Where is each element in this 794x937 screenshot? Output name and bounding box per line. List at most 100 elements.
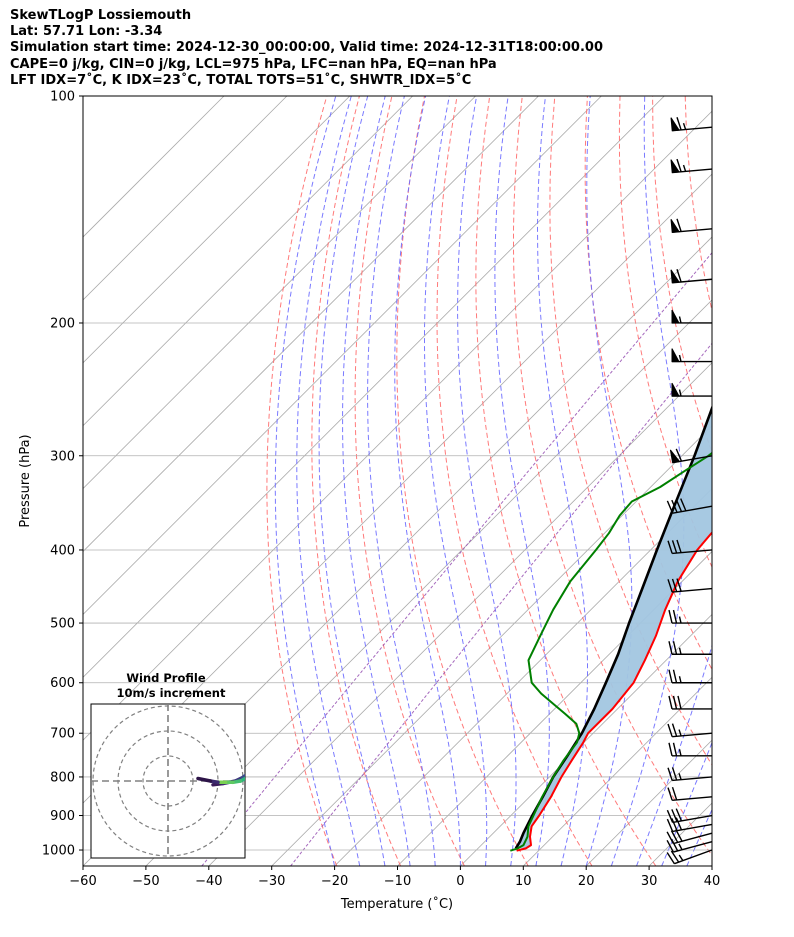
barb-pennant <box>671 309 680 324</box>
moist-adiabat <box>536 96 588 866</box>
barb-staff <box>672 776 713 782</box>
y-tick-label: 800 <box>50 770 75 785</box>
hodograph-segment <box>196 776 213 783</box>
barb-pennant <box>670 219 680 233</box>
wind-barb <box>667 786 713 801</box>
dry-adiabat <box>652 96 712 454</box>
moist-adiabat <box>661 741 712 866</box>
moist-adiabat <box>424 96 488 866</box>
isotherm <box>83 96 602 615</box>
y-tick-label: 400 <box>50 543 75 558</box>
barb-feather <box>677 695 682 710</box>
isotherm <box>208 362 712 866</box>
barb-feather <box>667 787 673 801</box>
barb-staff <box>672 796 713 801</box>
moist-adiabat <box>610 96 685 866</box>
dry-adiabat <box>475 96 657 866</box>
barb-feather <box>667 723 673 737</box>
x-tick-label: −30 <box>258 874 285 889</box>
isotherm <box>271 425 712 866</box>
barb-feather <box>671 767 678 781</box>
moist-adiabat <box>367 96 436 866</box>
wind-barb <box>667 723 713 738</box>
isotherm <box>83 110 712 741</box>
chart-times: Simulation start time: 2024-12-30_00:00:… <box>10 40 603 55</box>
moist-adiabat <box>494 96 550 866</box>
wind-barb <box>668 742 712 757</box>
x-tick-label: 40 <box>704 874 721 889</box>
barb-pennant <box>669 449 681 464</box>
cin-fill-area <box>515 408 712 849</box>
isotherm <box>83 96 351 364</box>
barb-feather <box>667 579 673 593</box>
barb-half-feather <box>678 843 683 851</box>
barb-half-feather <box>678 676 682 683</box>
y-tick-label: 500 <box>50 617 75 632</box>
barb-staff <box>674 849 713 865</box>
barb-feather <box>672 669 678 683</box>
barb-staff <box>672 814 713 824</box>
isotherm <box>83 96 539 553</box>
barb-feather <box>676 117 682 131</box>
barb-half-feather <box>678 316 682 324</box>
isotherm <box>145 299 712 866</box>
x-tick-label: 20 <box>578 874 595 889</box>
mixing-ratio-line <box>290 342 712 866</box>
barb-half-feather <box>678 773 682 780</box>
barb-feather <box>671 809 678 822</box>
moist-adiabat <box>585 96 633 866</box>
wind-barb <box>667 539 713 555</box>
wind-barb <box>666 817 713 833</box>
barb-pennant <box>670 159 680 174</box>
barb-pennant <box>671 348 680 363</box>
axes: −60 −50 −40 −30 −20 −10 0 10 20 30 40 1000 900 800 700… <box>42 90 720 890</box>
wind-barb <box>668 695 712 710</box>
barb-staff <box>672 732 713 738</box>
chart-indices-cape: CAPE=0 j/kg, CIN=0 j/kg, LCL=975 hPa, LF… <box>10 57 497 72</box>
barb-staff <box>673 841 713 853</box>
wind-barb <box>669 448 713 464</box>
hodograph-plot <box>91 704 245 858</box>
isotherm <box>460 613 712 866</box>
wind-barb <box>668 641 712 655</box>
cape-cin-fill <box>515 408 712 849</box>
moist-adiabat <box>686 808 712 866</box>
inset-title: Wind Profile <box>126 671 206 685</box>
x-axis-label: Temperature (˚C) <box>340 896 453 912</box>
barb-feather <box>666 500 674 514</box>
barb-feather <box>675 817 683 831</box>
barb-feather <box>675 829 683 842</box>
y-axis-label: Pressure (hPa) <box>18 434 33 527</box>
moist-adiabat <box>274 96 337 866</box>
dry-adiabat <box>396 96 529 866</box>
chart-location: Lat: 57.71 Lon: -3.34 <box>10 24 163 39</box>
wind-barb <box>666 808 713 824</box>
moist-adiabat <box>342 96 411 866</box>
dry-adiabat <box>549 96 712 766</box>
x-tick-label: −20 <box>321 874 348 889</box>
barb-feather <box>672 695 678 710</box>
y-tick-label: 100 <box>50 90 75 105</box>
dry-adiabat <box>750 96 794 866</box>
isotherm <box>83 96 288 301</box>
moist-adiabat <box>457 96 517 866</box>
dry-adiabat <box>718 96 794 866</box>
barb-half-feather <box>678 729 682 737</box>
wind-barb <box>670 158 713 174</box>
barb-feather <box>666 809 674 823</box>
barb-feather <box>666 839 674 853</box>
dry-adiabat <box>513 96 712 857</box>
barb-feather <box>666 818 674 832</box>
x-tick-label: 10 <box>515 874 532 889</box>
moist-adiabat <box>296 96 361 866</box>
barb-feather <box>667 540 673 554</box>
barb-staff <box>672 823 713 833</box>
mixing-ratio-line <box>201 251 712 866</box>
barb-staff <box>672 549 713 555</box>
barb-half-feather <box>678 354 682 362</box>
x-tick-label: 0 <box>456 874 464 889</box>
barb-feather <box>675 499 683 512</box>
barb-feather <box>676 578 682 592</box>
wind-barb <box>671 382 712 397</box>
